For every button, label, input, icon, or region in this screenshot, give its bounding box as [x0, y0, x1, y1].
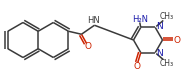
- Text: H₂N: H₂N: [132, 15, 148, 24]
- Text: O: O: [173, 36, 180, 44]
- Text: O: O: [133, 62, 140, 71]
- Text: CH₃: CH₃: [159, 59, 173, 68]
- Text: N: N: [156, 22, 163, 31]
- Text: N: N: [156, 49, 163, 58]
- Text: HN: HN: [87, 16, 100, 25]
- Text: O: O: [85, 42, 92, 51]
- Text: CH₃: CH₃: [159, 12, 173, 21]
